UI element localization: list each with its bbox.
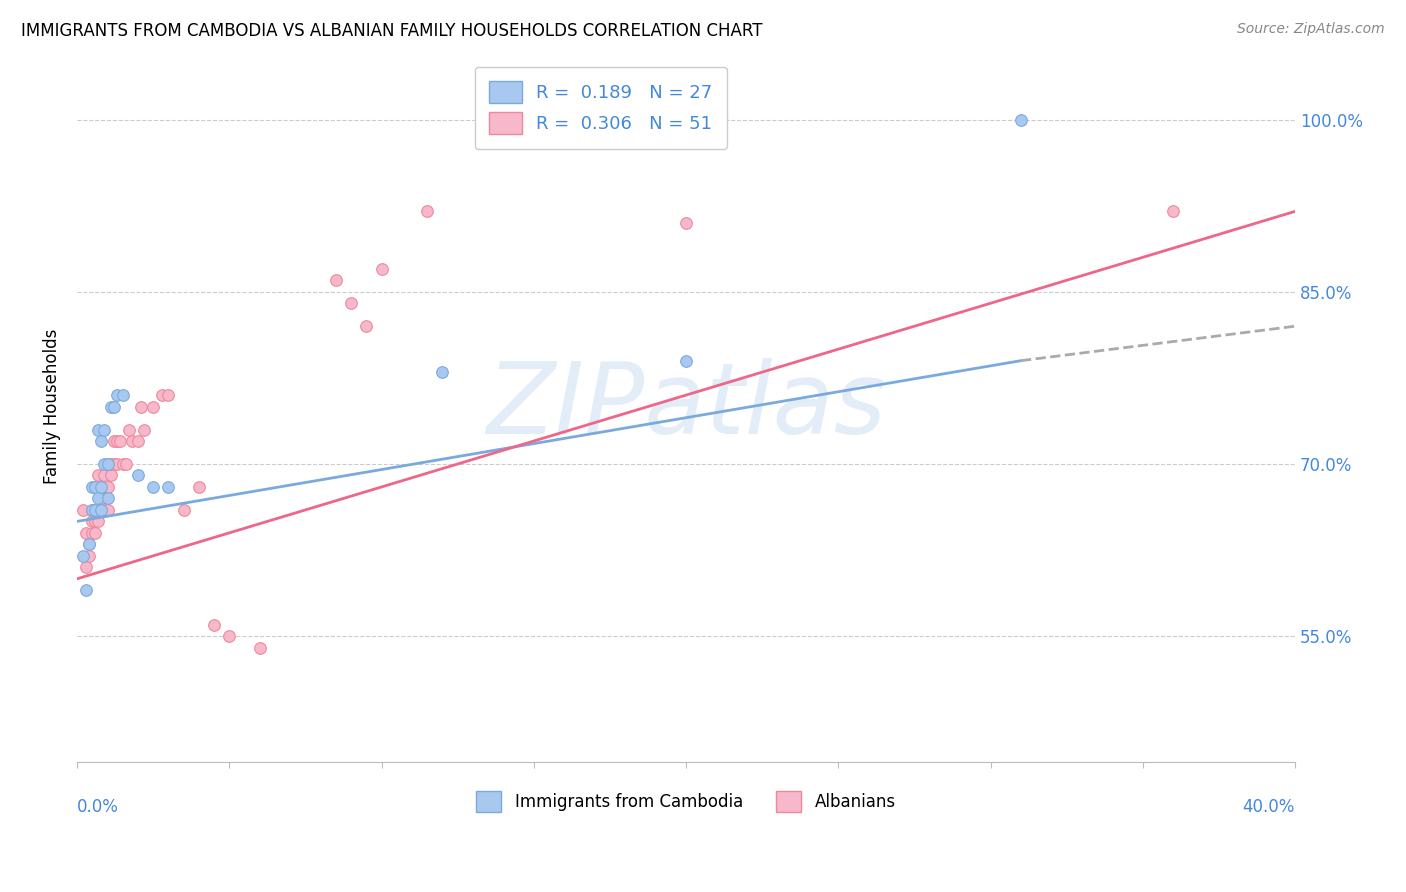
Point — [96, 491, 118, 506]
Point — [118, 423, 141, 437]
Point — [93, 468, 115, 483]
Point — [111, 457, 134, 471]
Text: 40.0%: 40.0% — [1243, 798, 1295, 816]
Point — [87, 503, 110, 517]
Point — [96, 480, 118, 494]
Point — [105, 388, 128, 402]
Point — [675, 353, 697, 368]
Point — [90, 503, 112, 517]
Point — [87, 515, 110, 529]
Point — [187, 480, 209, 494]
Point — [108, 434, 131, 448]
Point — [142, 480, 165, 494]
Point — [416, 204, 439, 219]
Point — [84, 515, 107, 529]
Point — [90, 503, 112, 517]
Point — [111, 388, 134, 402]
Point — [105, 434, 128, 448]
Text: 0.0%: 0.0% — [77, 798, 120, 816]
Point — [100, 457, 122, 471]
Point — [96, 457, 118, 471]
Point — [87, 423, 110, 437]
Point — [100, 400, 122, 414]
Point — [157, 388, 180, 402]
Point — [157, 480, 180, 494]
Point — [77, 537, 100, 551]
Point — [90, 491, 112, 506]
Point — [1010, 112, 1032, 127]
Point — [75, 560, 97, 574]
Point — [72, 549, 94, 563]
Point — [90, 434, 112, 448]
Legend: R =  0.189   N = 27, R =  0.306   N = 51: R = 0.189 N = 27, R = 0.306 N = 51 — [475, 67, 727, 149]
Point — [173, 503, 195, 517]
Point — [202, 617, 225, 632]
Point — [93, 457, 115, 471]
Point — [127, 434, 149, 448]
Point — [82, 525, 104, 540]
Y-axis label: Family Households: Family Households — [44, 329, 60, 484]
Point — [84, 480, 107, 494]
Point — [84, 503, 107, 517]
Point — [150, 388, 173, 402]
Point — [675, 216, 697, 230]
Text: Source: ZipAtlas.com: Source: ZipAtlas.com — [1237, 22, 1385, 37]
Point — [93, 503, 115, 517]
Point — [90, 480, 112, 494]
Point — [72, 503, 94, 517]
Point — [84, 525, 107, 540]
Point — [325, 273, 347, 287]
Point — [127, 468, 149, 483]
Point — [142, 400, 165, 414]
Point — [75, 525, 97, 540]
Point — [129, 400, 152, 414]
Point — [432, 365, 454, 379]
Text: ZIPatlas: ZIPatlas — [486, 358, 886, 455]
Point — [114, 457, 136, 471]
Point — [96, 457, 118, 471]
Point — [100, 468, 122, 483]
Point — [132, 423, 155, 437]
Text: IMMIGRANTS FROM CAMBODIA VS ALBANIAN FAMILY HOUSEHOLDS CORRELATION CHART: IMMIGRANTS FROM CAMBODIA VS ALBANIAN FAM… — [21, 22, 762, 40]
Point — [87, 468, 110, 483]
Point — [103, 434, 125, 448]
Point — [93, 423, 115, 437]
Point — [82, 515, 104, 529]
Point — [218, 629, 240, 643]
Point — [77, 537, 100, 551]
Point — [82, 503, 104, 517]
Point — [105, 457, 128, 471]
Point — [356, 319, 378, 334]
Point — [103, 400, 125, 414]
Point — [90, 480, 112, 494]
Point — [249, 640, 271, 655]
Point — [103, 457, 125, 471]
Point — [340, 296, 363, 310]
Point — [77, 549, 100, 563]
Point — [87, 491, 110, 506]
Point — [96, 503, 118, 517]
Point — [1161, 204, 1184, 219]
Point — [82, 503, 104, 517]
Point — [370, 261, 392, 276]
Point — [82, 480, 104, 494]
Point — [84, 503, 107, 517]
Point — [75, 583, 97, 598]
Point — [121, 434, 143, 448]
